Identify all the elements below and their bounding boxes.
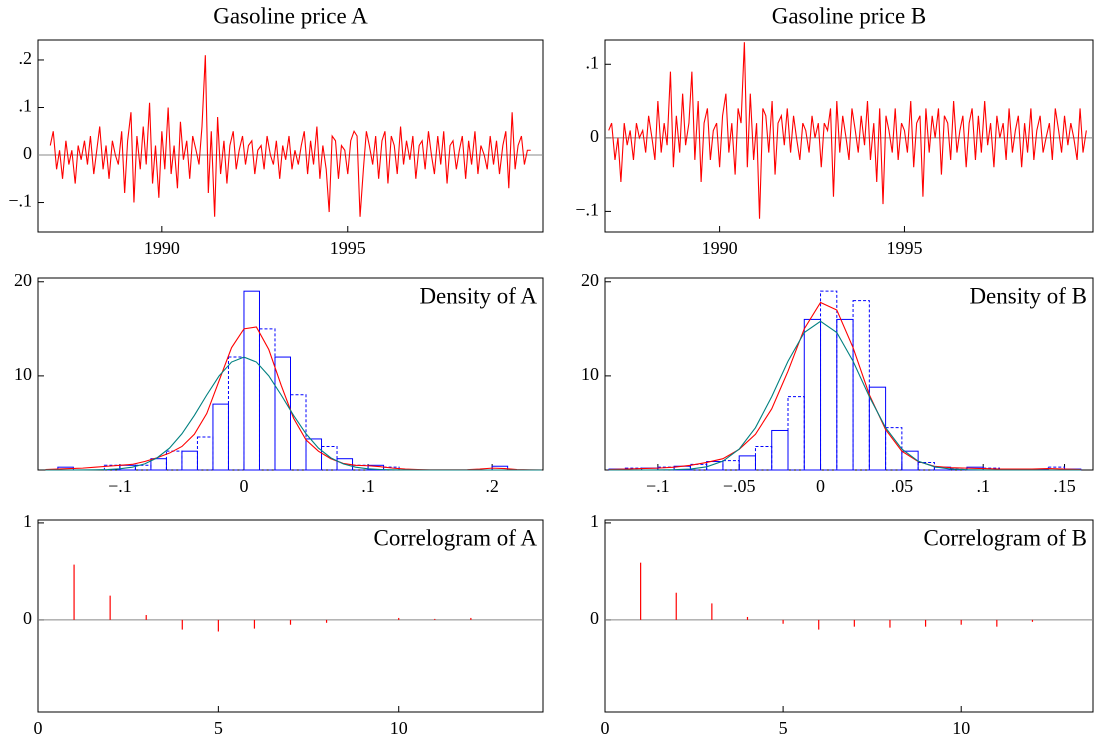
y-tick-label: .1	[19, 96, 33, 116]
x-tick-label: 1995	[330, 238, 366, 258]
density-curve	[45, 326, 542, 471]
chart-title: Correlogram of A	[373, 525, 537, 550]
histogram-bar	[305, 438, 323, 471]
plot-frame	[604, 39, 1094, 233]
plot-frame	[604, 519, 1094, 713]
histogram-bar	[243, 290, 260, 471]
histogram-bar	[290, 394, 307, 471]
x-tick-label: 0	[601, 718, 610, 738]
y-tick-label: 0	[23, 143, 32, 163]
x-tick-label: .2	[485, 476, 499, 496]
x-tick-label: 0	[34, 718, 43, 738]
x-tick-label: 10	[390, 718, 408, 738]
histogram-bar	[722, 460, 740, 471]
x-tick-label: 0	[239, 476, 248, 496]
chart-title: Density of A	[419, 283, 537, 308]
x-tick-label: 0	[816, 476, 825, 496]
x-tick-label: −.05	[723, 476, 756, 496]
plot-frame	[37, 39, 544, 233]
histogram-bar	[196, 436, 214, 471]
histogram-bar	[181, 450, 198, 471]
y-tick-label: 0	[23, 608, 32, 628]
y-tick-label: −.1	[575, 200, 599, 220]
histogram-bar	[820, 290, 838, 471]
histogram-bar	[258, 328, 276, 471]
density-curve	[609, 320, 1081, 471]
x-tick-label: 1990	[702, 238, 738, 258]
plot-frame	[37, 519, 544, 713]
chart-title: Correlogram of B	[923, 525, 1087, 550]
y-tick-label: 10	[581, 364, 599, 384]
y-tick-label: 0	[590, 608, 599, 628]
histogram-bar	[165, 450, 183, 471]
x-tick-label: .15	[1053, 476, 1076, 496]
x-tick-label: .1	[976, 476, 990, 496]
x-tick-label: .1	[361, 476, 375, 496]
y-tick-label: 1	[23, 511, 32, 531]
y-tick-label: 10	[14, 364, 32, 384]
histogram-bar	[119, 464, 136, 471]
histogram-bar	[689, 463, 708, 471]
y-tick-label: .1	[586, 52, 600, 72]
x-tick-label: 1995	[886, 238, 922, 258]
x-tick-label: −.1	[108, 476, 132, 496]
histogram-bar	[754, 445, 773, 471]
histogram-bar	[150, 458, 167, 471]
x-tick-label: −.1	[646, 476, 670, 496]
y-tick-label: 1	[590, 511, 599, 531]
y-tick-label: −.1	[8, 191, 32, 211]
histogram-bar	[852, 300, 870, 471]
histogram-bar	[738, 455, 756, 471]
y-tick-label: 0	[590, 126, 599, 146]
x-tick-label: 5	[214, 718, 223, 738]
histogram-bar	[771, 429, 789, 471]
x-tick-label: 1990	[144, 238, 180, 258]
histogram-bar	[803, 318, 822, 471]
x-tick-label: 5	[779, 718, 788, 738]
histogram-bar	[212, 403, 229, 471]
price-line	[49, 55, 531, 217]
chart-title: Gasoline price B	[772, 3, 927, 28]
y-tick-label: .2	[19, 48, 33, 68]
y-tick-label: 20	[581, 270, 599, 290]
price-line	[608, 42, 1087, 219]
x-tick-label: 10	[952, 718, 970, 738]
chart-title: Density of B	[969, 283, 1087, 308]
x-tick-label: .05	[891, 476, 914, 496]
density-curve	[609, 301, 1081, 471]
chart-title: Gasoline price A	[213, 3, 368, 28]
histogram-bar	[787, 396, 805, 471]
density-curve	[45, 356, 542, 471]
y-tick-label: 20	[14, 270, 32, 290]
histogram-bar	[227, 356, 245, 471]
